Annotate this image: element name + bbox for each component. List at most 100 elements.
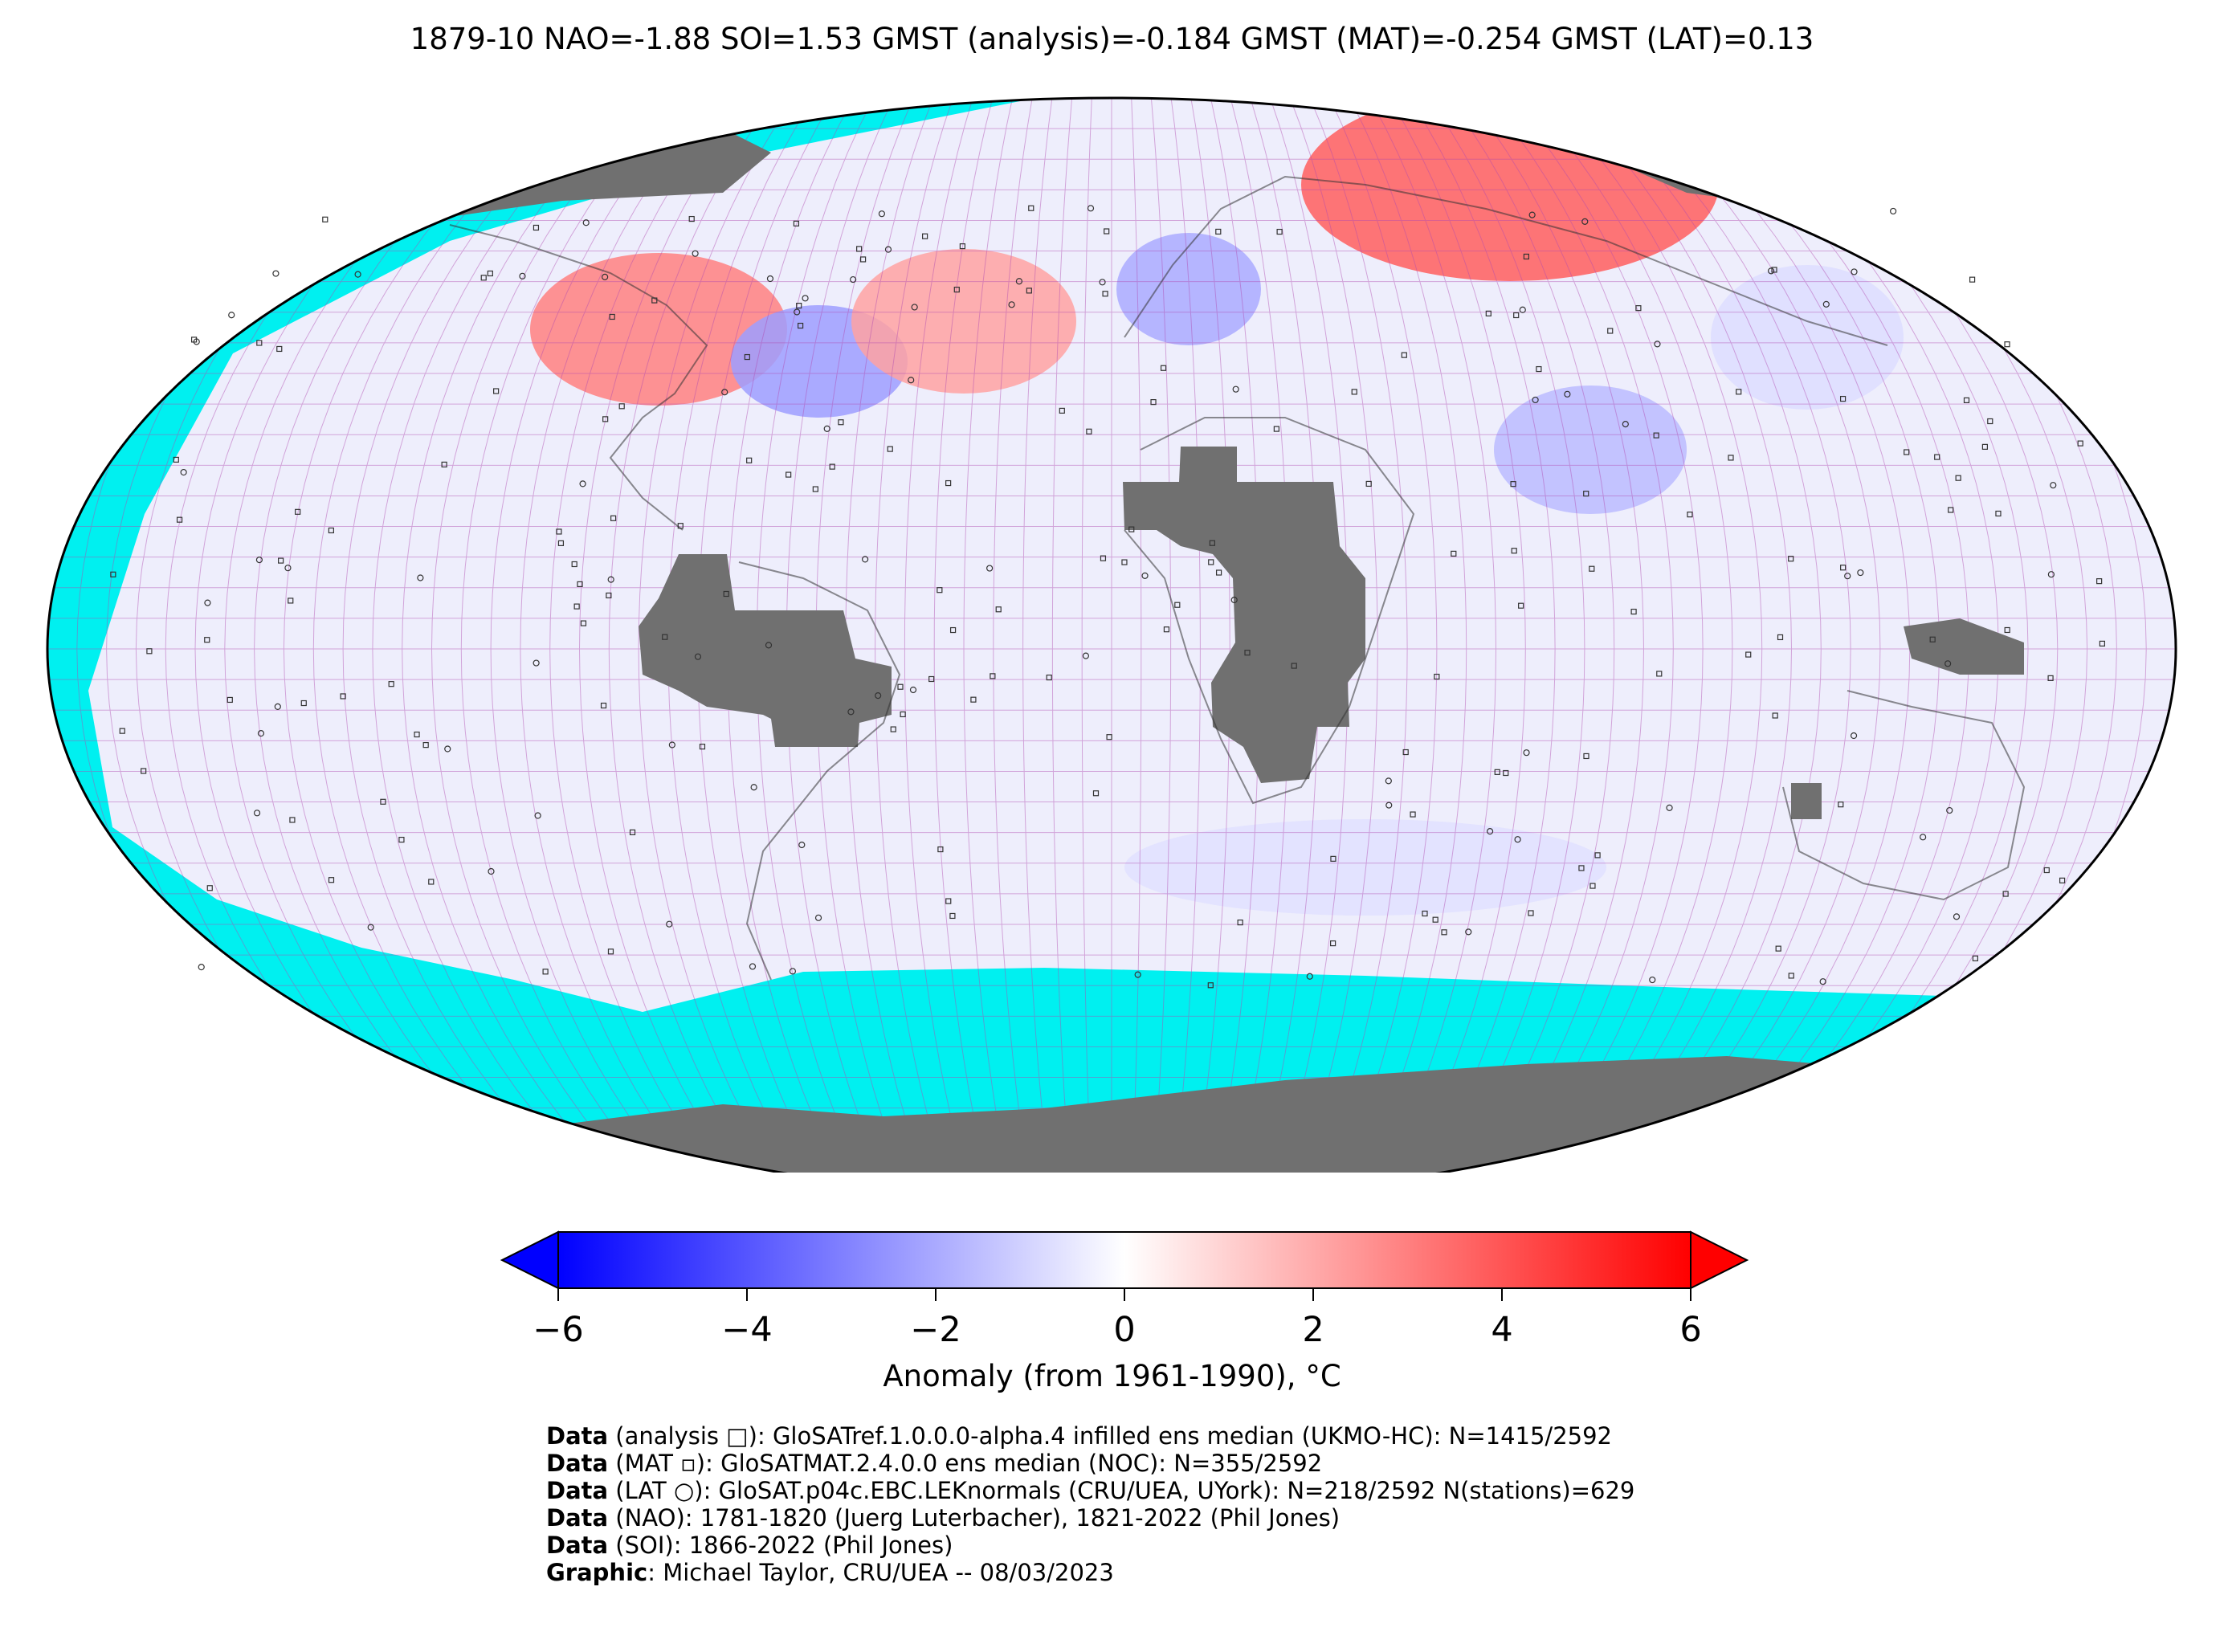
lat-station-marker bbox=[1519, 306, 1526, 313]
colorbar-tick-label: 2 bbox=[1302, 1310, 1324, 1350]
grid-longitude-line bbox=[1170, 98, 1201, 1173]
grid-longitude-line bbox=[1309, 98, 1408, 1173]
analysis-cell-marker bbox=[276, 345, 283, 353]
analysis-cell-marker bbox=[1929, 636, 1936, 642]
land-no-data-africa bbox=[1123, 447, 1365, 783]
analysis-cell-marker bbox=[1215, 569, 1222, 576]
land-no-data-new-guinea bbox=[1904, 618, 2024, 675]
anomaly-region bbox=[851, 249, 1076, 394]
analysis-cell-marker bbox=[480, 275, 487, 281]
lat-station-marker bbox=[1385, 802, 1393, 809]
lat-station-marker bbox=[1920, 834, 1927, 841]
analysis-cell-marker bbox=[1963, 397, 1970, 404]
credit-text: (LAT ○): GloSAT.p04c.EBC.LEKnormals (CRU… bbox=[608, 1477, 1635, 1504]
analysis-cell-marker bbox=[829, 463, 835, 470]
analysis-cell-marker bbox=[1160, 365, 1167, 371]
lat-station-marker bbox=[908, 377, 915, 384]
anomaly-region bbox=[530, 253, 787, 406]
map-outline bbox=[46, 96, 2177, 1173]
analysis-cell-marker bbox=[1635, 305, 1642, 312]
analysis-cell-marker bbox=[959, 243, 965, 250]
grid-longitude-line bbox=[1468, 98, 1645, 1173]
analysis-cell-marker bbox=[1948, 507, 1954, 513]
colorbar-gradient bbox=[557, 1231, 1691, 1289]
analysis-cell-marker bbox=[1969, 276, 1976, 283]
grid-longitude-line bbox=[1448, 98, 1615, 1173]
credit-line: Data (NAO): 1781-1820 (Juerg Luterbacher… bbox=[546, 1504, 1634, 1532]
analysis-cell-marker bbox=[1583, 491, 1589, 497]
analysis-cell-marker bbox=[1528, 910, 1534, 916]
lat-station-marker bbox=[354, 271, 361, 278]
analysis-cell-marker bbox=[556, 528, 562, 535]
colorbar-tick-label: −6 bbox=[533, 1310, 584, 1350]
analysis-cell-marker bbox=[300, 700, 307, 707]
analysis-cell-marker bbox=[1237, 919, 1243, 926]
analysis-cell-marker bbox=[786, 471, 792, 478]
lat-station-marker bbox=[814, 914, 822, 921]
analysis-cell-marker bbox=[1351, 389, 1357, 395]
analysis-cell-marker bbox=[744, 353, 750, 361]
credit-line: Data (analysis □): GloSATref.1.0.0.0-alp… bbox=[546, 1422, 1634, 1450]
analysis-cell-marker bbox=[577, 581, 583, 588]
analysis-cell-marker bbox=[677, 523, 684, 529]
analysis-cell-marker bbox=[1102, 291, 1108, 297]
coastlines bbox=[449, 175, 2026, 981]
analysis-cell-marker bbox=[388, 681, 394, 687]
lat-station-marker bbox=[1015, 278, 1023, 285]
lat-station-marker bbox=[1487, 828, 1494, 835]
lat-station-marker bbox=[257, 730, 265, 737]
analysis-cell-marker bbox=[928, 675, 935, 683]
colorbar-tick-label: −4 bbox=[721, 1310, 773, 1350]
grid-longitude-line bbox=[520, 98, 716, 1173]
analysis-cell-marker bbox=[1583, 753, 1589, 760]
analysis-cell-marker bbox=[2077, 440, 2083, 447]
analysis-cell-marker bbox=[146, 648, 153, 655]
analysis-cell-marker bbox=[1209, 540, 1215, 546]
lat-station-marker bbox=[444, 745, 451, 753]
analysis-cell-marker bbox=[1607, 328, 1614, 334]
lat-station-marker bbox=[1819, 978, 1826, 985]
lat-station-marker bbox=[253, 810, 261, 817]
lat-station-marker bbox=[1099, 279, 1106, 286]
analysis-cell-marker bbox=[945, 479, 952, 487]
analysis-cell-marker bbox=[422, 742, 429, 748]
lat-station-marker bbox=[1768, 267, 1775, 275]
lat-station-marker bbox=[519, 272, 526, 279]
analysis-cell-marker bbox=[573, 603, 580, 610]
analysis-cell-marker bbox=[651, 297, 658, 304]
analysis-cell-marker bbox=[206, 885, 213, 891]
grid-longitude-line bbox=[1547, 98, 1763, 1173]
lat-station-marker bbox=[798, 841, 806, 849]
analysis-cell-marker bbox=[1839, 395, 1847, 402]
analysis-cell-marker bbox=[322, 216, 328, 222]
lat-station-marker bbox=[1953, 913, 1961, 920]
analysis-cell-marker bbox=[812, 486, 818, 492]
analysis-cell-marker bbox=[900, 711, 906, 718]
credit-text: (MAT ▫): GloSATMAT.2.4.0.0 ens median (N… bbox=[608, 1450, 1323, 1477]
analysis-cell-marker bbox=[1028, 205, 1034, 211]
colorbar-tick-label: 4 bbox=[1491, 1310, 1513, 1350]
analysis-cell-marker bbox=[542, 969, 549, 975]
grid-longitude-line bbox=[1487, 98, 1674, 1173]
lat-station-marker bbox=[847, 708, 855, 716]
credit-line: Data (MAT ▫): GloSATMAT.2.4.0.0 ens medi… bbox=[546, 1450, 1634, 1477]
analysis-cell-marker bbox=[1840, 565, 1847, 571]
colorbar-tick-label: −2 bbox=[910, 1310, 961, 1350]
analysis-cell-marker bbox=[1972, 955, 1979, 961]
lat-station-marker bbox=[1844, 573, 1851, 580]
analysis-cell-marker bbox=[1728, 455, 1734, 461]
analysis-cell-marker bbox=[2099, 640, 2105, 647]
grid-longitude-line bbox=[490, 98, 696, 1173]
lat-station-marker bbox=[284, 565, 292, 572]
lat-station-marker bbox=[1532, 396, 1539, 404]
analysis-cell-marker bbox=[890, 726, 896, 732]
analysis-cell-marker bbox=[2043, 867, 2050, 874]
analysis-cell-marker bbox=[856, 246, 863, 252]
analysis-cell-marker bbox=[557, 540, 565, 546]
grid-longitude-line bbox=[372, 98, 617, 1173]
grid-longitude-line bbox=[1428, 98, 1585, 1173]
analysis-cell-marker bbox=[141, 768, 147, 774]
lat-station-marker bbox=[367, 924, 374, 931]
credit-heading: Graphic bbox=[546, 1559, 648, 1586]
analysis-cell-marker bbox=[793, 220, 800, 226]
